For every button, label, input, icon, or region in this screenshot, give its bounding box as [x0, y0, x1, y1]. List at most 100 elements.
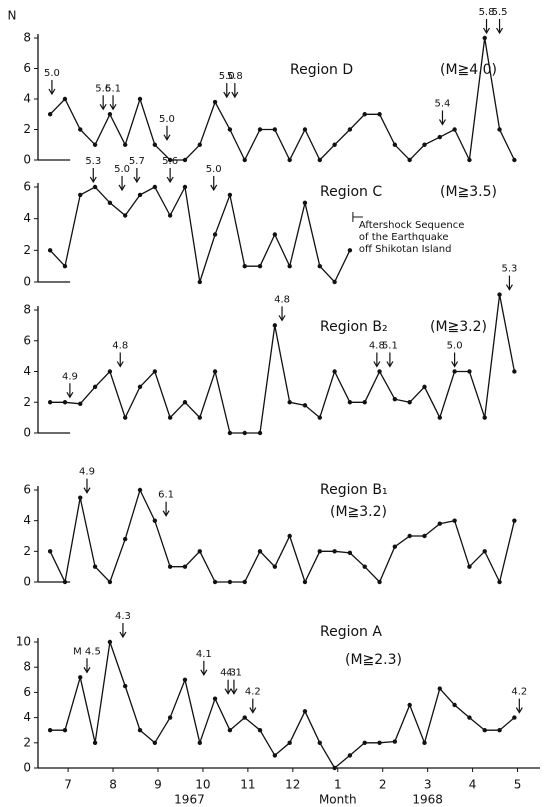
data-point — [512, 518, 517, 523]
annotation-arrowhead — [109, 103, 117, 111]
data-point — [227, 728, 233, 733]
data-point — [302, 403, 308, 408]
data-point — [47, 549, 53, 554]
data-point — [182, 677, 188, 682]
annotation-arrowhead — [496, 27, 504, 35]
annotation-label: 5.3 — [85, 156, 101, 167]
data-point — [362, 564, 367, 569]
data-point — [167, 415, 173, 420]
data-point — [467, 157, 472, 163]
data-point — [47, 248, 53, 253]
data-point — [182, 564, 188, 569]
y-tick-label: 4 — [23, 513, 31, 527]
x-tick-label: 2 — [379, 778, 387, 792]
data-point — [287, 263, 292, 269]
data-point — [287, 400, 292, 405]
y-tick-label: 0 — [23, 153, 31, 167]
data-point — [78, 192, 83, 198]
data-point — [437, 415, 442, 420]
panel-condition: (M≧3.2) — [430, 319, 487, 335]
annotation-label: 4.9 — [62, 371, 78, 382]
y-tick-label: 0 — [23, 761, 31, 775]
data-point — [167, 564, 173, 569]
data-point — [167, 213, 173, 218]
data-point — [302, 709, 308, 714]
data-point — [197, 549, 202, 554]
y-tick-label: 2 — [23, 544, 31, 558]
data-point — [92, 184, 98, 190]
annotation-arrowhead — [83, 487, 91, 494]
data-point — [47, 112, 53, 117]
data-point — [302, 579, 308, 585]
annotation-label: 4.8 — [112, 341, 128, 352]
data-point — [122, 213, 128, 218]
data-point — [287, 533, 292, 539]
data-point — [242, 715, 247, 720]
data-point — [512, 715, 517, 720]
annotation-arrowhead — [230, 688, 238, 695]
annotation-label: 5.7 — [129, 156, 145, 167]
annotation-label: 5.3 — [501, 264, 517, 275]
data-point — [152, 142, 158, 147]
data-point — [452, 518, 457, 523]
annotation-arrowhead — [505, 284, 513, 291]
series-line — [49, 37, 515, 163]
annotation-arrowhead — [118, 184, 126, 192]
data-point — [347, 248, 353, 253]
data-point — [242, 263, 247, 269]
data-point — [272, 323, 278, 328]
data-point — [482, 415, 487, 420]
data-point — [362, 112, 367, 117]
y-tick-label: 6 — [23, 483, 31, 497]
y-tick-label: 8 — [23, 303, 31, 317]
data-point — [152, 740, 158, 745]
data-point — [227, 579, 233, 585]
y-tick-label: 6 — [23, 180, 31, 194]
annotation-label: 5.1 — [105, 83, 121, 94]
data-point — [78, 401, 83, 406]
data-point — [497, 579, 502, 585]
data-point — [482, 35, 487, 41]
annotation-label: 5.4 — [435, 99, 451, 110]
annotation-label: 5.0 — [159, 114, 175, 125]
data-point — [78, 127, 83, 132]
data-point — [287, 157, 292, 163]
y-tick-label: 0 — [23, 426, 31, 440]
y-tick-label: 8 — [23, 31, 31, 45]
x-tick-label: 1 — [334, 778, 342, 792]
y-tick-label: 2 — [23, 735, 31, 749]
data-point — [122, 683, 128, 689]
data-point — [287, 740, 292, 745]
data-point — [227, 192, 233, 198]
y-tick-label: 6 — [23, 61, 31, 75]
data-point — [78, 495, 83, 500]
y-tick-label: 4 — [23, 211, 31, 225]
data-point — [362, 740, 367, 745]
annotation-arrowhead — [162, 510, 170, 517]
data-point — [512, 157, 517, 163]
data-point — [332, 142, 337, 147]
annotation-arrowhead — [224, 688, 232, 695]
annotation-label: M 4.5 — [73, 646, 101, 657]
data-point — [422, 740, 427, 745]
data-point — [272, 753, 278, 758]
x-tick-label: 10 — [195, 778, 210, 792]
data-point — [167, 157, 173, 163]
data-point — [332, 549, 337, 554]
series-line — [49, 488, 516, 585]
annotation-label: 5.6 — [162, 156, 178, 167]
data-point — [407, 400, 412, 405]
y-tick-label: 0 — [23, 575, 31, 589]
annotation-label: 5.0 — [219, 71, 235, 82]
data-point — [482, 728, 487, 733]
x-tick-label: 8 — [109, 778, 117, 792]
data-point — [62, 263, 68, 269]
data-point — [78, 675, 83, 680]
panel-condition: (M≧2.3) — [345, 652, 402, 668]
data-point — [92, 142, 98, 147]
data-point — [107, 200, 113, 206]
data-point — [272, 127, 278, 132]
data-point — [452, 702, 457, 708]
data-point — [137, 192, 143, 198]
